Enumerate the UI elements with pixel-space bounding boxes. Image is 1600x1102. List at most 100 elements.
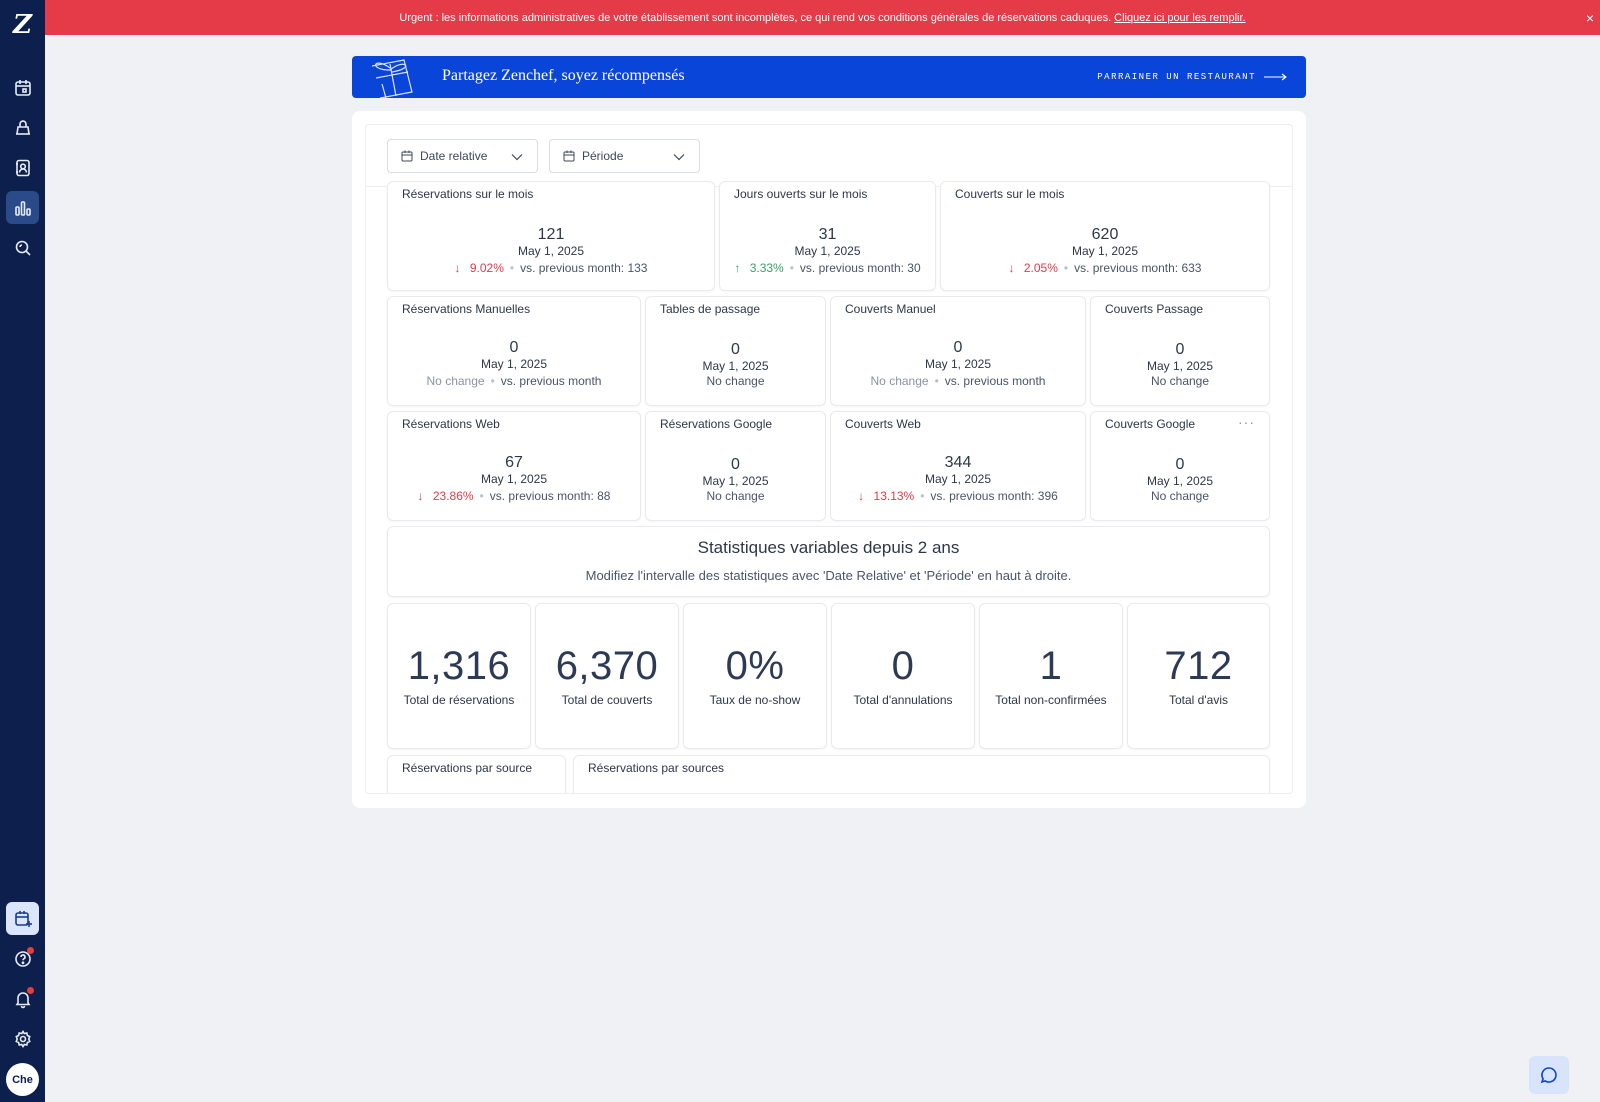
card-date: May 1, 2025 <box>517 244 585 258</box>
card-title: Couverts Manuel <box>845 302 936 316</box>
stats-icon[interactable] <box>6 191 39 224</box>
stat-card-manual-reservations: Réservations Manuelles 0 May 1, 2025 No … <box>387 296 641 406</box>
total-value: 0 <box>891 644 915 688</box>
referral-title: Partagez Zenchef, soyez récompensés <box>442 67 685 84</box>
card-title: Couverts Passage <box>1105 302 1204 316</box>
card-value: 0 <box>731 341 740 358</box>
bell-notification-dot <box>27 987 34 994</box>
urgent-fix-link[interactable]: Cliquez ici pour les remplir. <box>1114 11 1246 24</box>
arrow-down-icon: ↓ <box>417 489 424 503</box>
card-no-change: No change <box>1150 489 1210 503</box>
card-title: Réservations par sources <box>588 761 725 775</box>
card-no-change: No change <box>1150 374 1210 388</box>
card-previous: vs. previous month: 88 <box>489 489 611 503</box>
stat-card-walkin-tables: Tables de passage 0 May 1, 2025 No chang… <box>645 296 826 406</box>
chart-card-reservations-by-sources: Réservations par sources <box>573 755 1270 793</box>
stat-card-google-covers: Couverts Google ··· 0 May 1, 2025 No cha… <box>1090 411 1270 521</box>
referral-cta-label: PARRAINER UN RESTAURANT <box>1097 72 1256 82</box>
card-previous: vs. previous month: 633 <box>1074 261 1202 275</box>
contacts-icon[interactable] <box>6 151 39 184</box>
card-date: May 1, 2025 <box>702 474 769 488</box>
arrow-down-icon: ↓ <box>1008 261 1015 275</box>
card-value: 121 <box>537 226 565 243</box>
zenchef-logo[interactable]: Z <box>13 10 32 40</box>
more-options-icon[interactable]: ··· <box>1238 414 1255 430</box>
chevron-down-icon <box>511 154 523 161</box>
card-title: Couverts Google <box>1105 417 1196 431</box>
chat-button[interactable] <box>1529 1056 1569 1094</box>
total-label: Total non-confirmées <box>995 693 1107 707</box>
stat-card-walkin-covers: Couverts Passage 0 May 1, 2025 No change <box>1090 296 1270 406</box>
total-label: Total d'annulations <box>853 693 953 707</box>
card-value: 0 <box>1175 456 1185 473</box>
card-comparison: ↓ 13.13% • vs. previous month: 396 <box>858 489 1058 503</box>
relative-date-dropdown[interactable]: Date relative <box>387 139 538 173</box>
referral-banner[interactable]: Partagez Zenchef, soyez récompensés PARR… <box>352 56 1306 98</box>
stat-card-manual-covers: Couverts Manuel 0 May 1, 2025 No change •… <box>830 296 1086 406</box>
help-icon[interactable] <box>6 942 39 975</box>
info-title: Statistiques variables depuis 2 ans <box>697 538 960 557</box>
total-value: 712 <box>1164 644 1233 688</box>
gear-icon[interactable] <box>6 1022 39 1055</box>
total-card-no-show: 0% Taux de no-show <box>683 603 827 749</box>
total-card-reviews: 712 Total d'avis <box>1127 603 1270 749</box>
calendar-icon <box>563 150 575 162</box>
calendar-icon <box>401 150 413 162</box>
sidebar: Z Che <box>0 0 45 1102</box>
urgent-text: Urgent : les informations administrative… <box>399 11 1112 24</box>
bell-icon[interactable] <box>6 982 39 1015</box>
card-no-change: No change <box>706 489 765 503</box>
stats-panel: Date relative Période Réservations sur l… <box>352 111 1306 808</box>
card-comparison: ↓ 9.02% • vs. previous month: 133 <box>454 261 648 275</box>
total-label: Taux de no-show <box>709 693 801 707</box>
calendar-icon[interactable] <box>6 71 39 104</box>
card-title: Couverts sur le mois <box>955 187 1065 201</box>
card-title: Réservations Manuelles <box>402 302 531 316</box>
card-previous: vs. previous month <box>500 374 602 388</box>
card-comparison: No change • vs. previous month <box>426 374 602 388</box>
chevron-down-icon <box>673 154 685 161</box>
card-value: 31 <box>818 226 837 243</box>
card-no-change: No change <box>870 374 929 388</box>
card-no-change: No change <box>426 374 485 388</box>
card-previous: vs. previous month: 133 <box>520 261 648 275</box>
stats-container: Date relative Période Réservations sur l… <box>365 124 1293 794</box>
total-card-reservations: 1,316 Total de réservations <box>387 603 531 749</box>
chat-icon <box>1540 1067 1557 1084</box>
card-comparison: ↑ 3.33% • vs. previous month: 30 <box>734 261 921 275</box>
card-title: Réservations Web <box>402 417 500 431</box>
total-value: 0% <box>725 644 785 688</box>
search-icon[interactable] <box>6 231 39 264</box>
card-date: May 1, 2025 <box>794 244 861 258</box>
relative-date-label: Date relative <box>420 149 488 163</box>
card-value: 0 <box>731 456 740 473</box>
card-title: Jours ouverts sur le mois <box>734 187 868 201</box>
card-date: May 1, 2025 <box>1071 244 1139 258</box>
total-value: 1 <box>1039 644 1063 688</box>
stat-card-reservations-month: Réservations sur le mois 121 May 1, 2025… <box>387 181 715 291</box>
chart-card-reservations-by-source: Réservations par source <box>387 755 566 793</box>
card-percent: 2.05% <box>1023 261 1058 275</box>
card-no-change: No change <box>706 374 765 388</box>
period-dropdown[interactable]: Période <box>549 139 700 173</box>
card-comparison: ↓ 23.86% • vs. previous month: 88 <box>417 489 611 503</box>
card-percent: 23.86% <box>432 489 474 503</box>
user-avatar[interactable]: Che <box>6 1063 39 1096</box>
total-label: Total de couverts <box>561 693 653 707</box>
arrow-up-icon: ↑ <box>734 261 741 275</box>
card-comparison: No change • vs. previous month <box>870 374 1046 388</box>
booking-icon[interactable] <box>6 902 39 935</box>
card-previous: vs. previous month <box>944 374 1046 388</box>
close-icon[interactable]: × <box>1585 10 1594 26</box>
card-value: 0 <box>509 339 519 356</box>
referral-cta[interactable]: PARRAINER UN RESTAURANT <box>1097 72 1288 82</box>
card-previous: vs. previous month: 396 <box>930 489 1058 503</box>
stat-card-web-reservations: Réservations Web 67 May 1, 2025 ↓ 23.86%… <box>387 411 641 521</box>
card-title: Réservations sur le mois <box>402 187 534 201</box>
tables-icon[interactable] <box>6 111 39 144</box>
total-value: 1,316 <box>407 644 511 688</box>
info-subtitle: Modifiez l'intervalle des statistiques a… <box>585 568 1072 583</box>
arrow-down-icon: ↓ <box>454 261 461 275</box>
total-label: Total de réservations <box>403 693 515 707</box>
card-percent: 3.33% <box>749 261 784 275</box>
